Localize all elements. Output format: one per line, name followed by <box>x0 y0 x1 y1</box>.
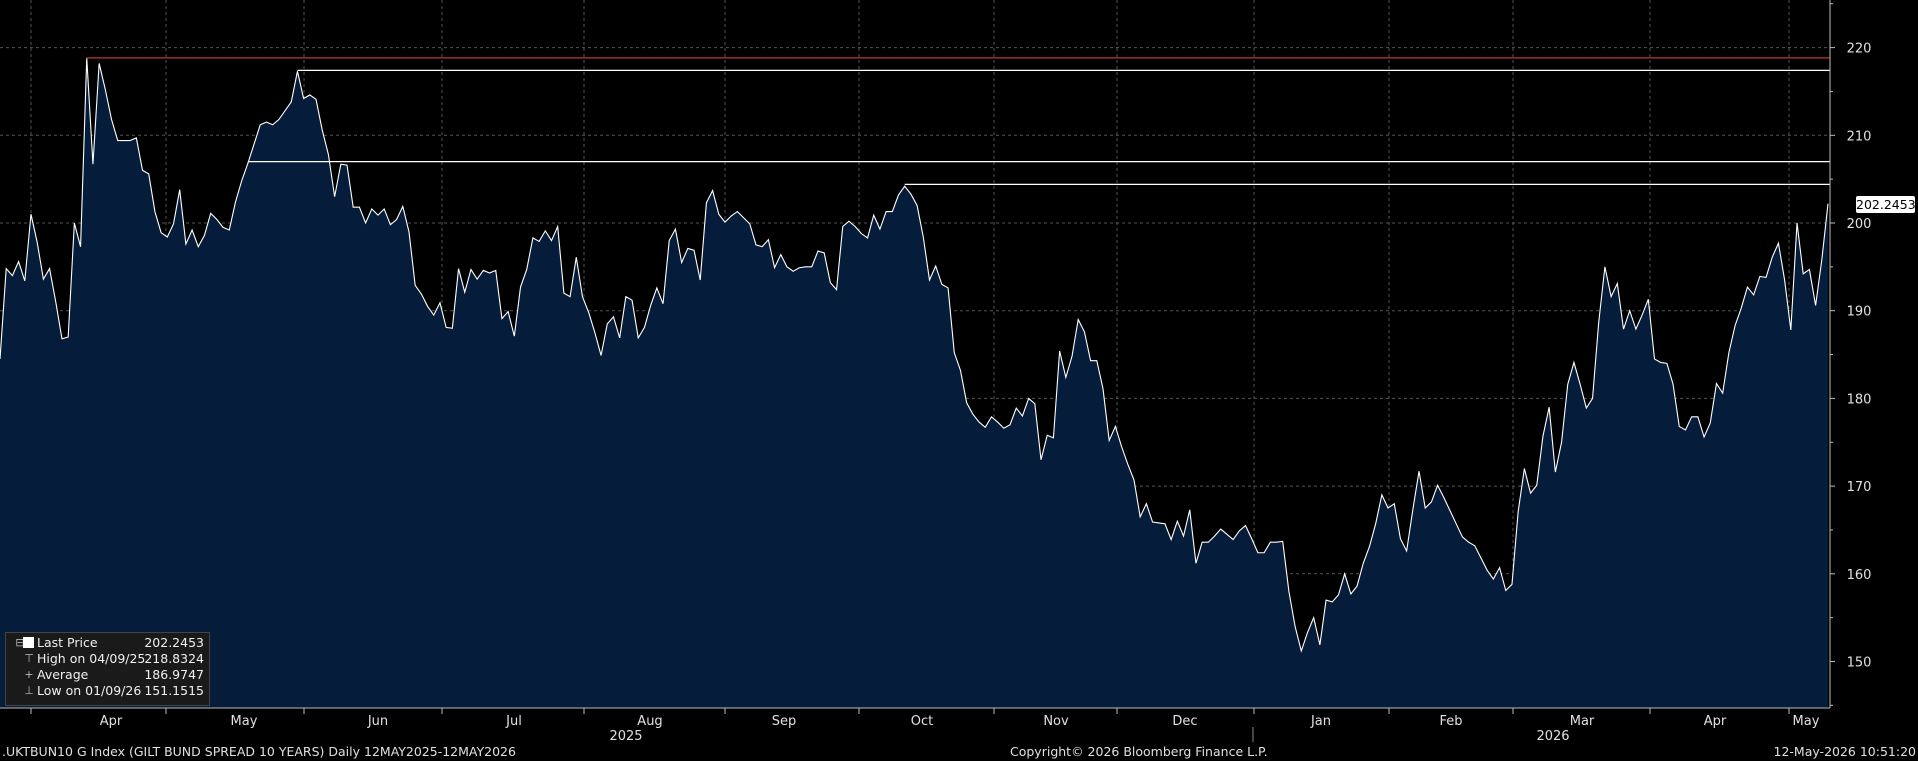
x-tick-label: Apr <box>100 714 123 729</box>
footer-copyright: Copyright© 2026 Bloomberg Finance L.P. <box>1010 744 1268 759</box>
legend-row-high: ⊤ High on 04/09/25 218.8324 <box>6 651 209 667</box>
legend-value: 218.8324 <box>144 651 204 666</box>
last-price-tag: 202.2453 <box>1856 196 1916 213</box>
legend-row-low: ⊥ Low on 01/09/26 151.1515 <box>6 683 209 699</box>
y-tick-label: 160 <box>1847 568 1872 583</box>
x-tick-label: Feb <box>1439 714 1462 729</box>
legend-label: Low on 01/09/26 <box>37 683 142 698</box>
price-line <box>0 58 1829 653</box>
x-tick-label: Apr <box>1704 714 1727 729</box>
x-tick-label: Mar <box>1570 714 1595 729</box>
x-tick-label: Aug <box>637 714 662 729</box>
y-tick-label: 150 <box>1847 656 1872 671</box>
x-tick-label: Sep <box>772 714 797 729</box>
axis-layer: 150 160 170 180 190 200 210 220 Apr May Jun Jul Aug S… <box>0 0 1871 744</box>
x-tick-label: May <box>1793 714 1820 729</box>
y-tick-label: 210 <box>1847 129 1872 144</box>
footer-timestamp: 12-May-2026 10:51:20 <box>1773 744 1916 759</box>
legend-value: 202.2453 <box>144 635 204 650</box>
y-tick-label: 190 <box>1847 305 1872 320</box>
x-tick-label: Jan <box>1310 714 1331 729</box>
x-tick-label: Nov <box>1043 714 1069 729</box>
x-tick-label: Jun <box>367 714 388 729</box>
legend: ⊟ Last Price 202.2453 ⊤ High on 04/09/25… <box>5 632 210 706</box>
y-tick-label: 180 <box>1847 392 1872 407</box>
legend-value: 186.9747 <box>144 667 204 682</box>
price-area <box>0 58 1828 709</box>
last-price-swatch <box>23 637 34 648</box>
legend-row-last-price: ⊟ Last Price 202.2453 <box>6 635 209 651</box>
collapse-icon[interactable]: ⊟ <box>15 636 25 649</box>
legend-label: Average <box>37 667 89 682</box>
reference-lines <box>86 57 1830 186</box>
high-marker-icon: ⊤ <box>24 652 34 665</box>
y-tick-label: 220 <box>1847 42 1872 57</box>
x-tick-label: May <box>231 714 258 729</box>
low-marker-icon: ⊥ <box>24 684 34 697</box>
x-tick-label: Jul <box>505 714 522 729</box>
year-label: 2025 <box>609 729 642 744</box>
legend-label: High on 04/09/25 <box>37 651 146 666</box>
legend-value: 151.1515 <box>144 683 204 698</box>
average-marker-icon: + <box>24 668 34 681</box>
legend-row-average: + Average 186.9747 <box>6 667 209 683</box>
footer-ticker-description: .UKTBUN10 G Index (GILT BUND SPREAD 10 Y… <box>2 744 516 759</box>
year-label: 2026 <box>1536 729 1569 744</box>
x-tick-label: Dec <box>1172 714 1197 729</box>
y-tick-label: 200 <box>1847 217 1872 232</box>
x-tick-label: Oct <box>911 714 933 729</box>
legend-label: Last Price <box>37 635 98 650</box>
y-tick-label: 170 <box>1847 480 1872 495</box>
area-layer <box>0 58 1829 709</box>
